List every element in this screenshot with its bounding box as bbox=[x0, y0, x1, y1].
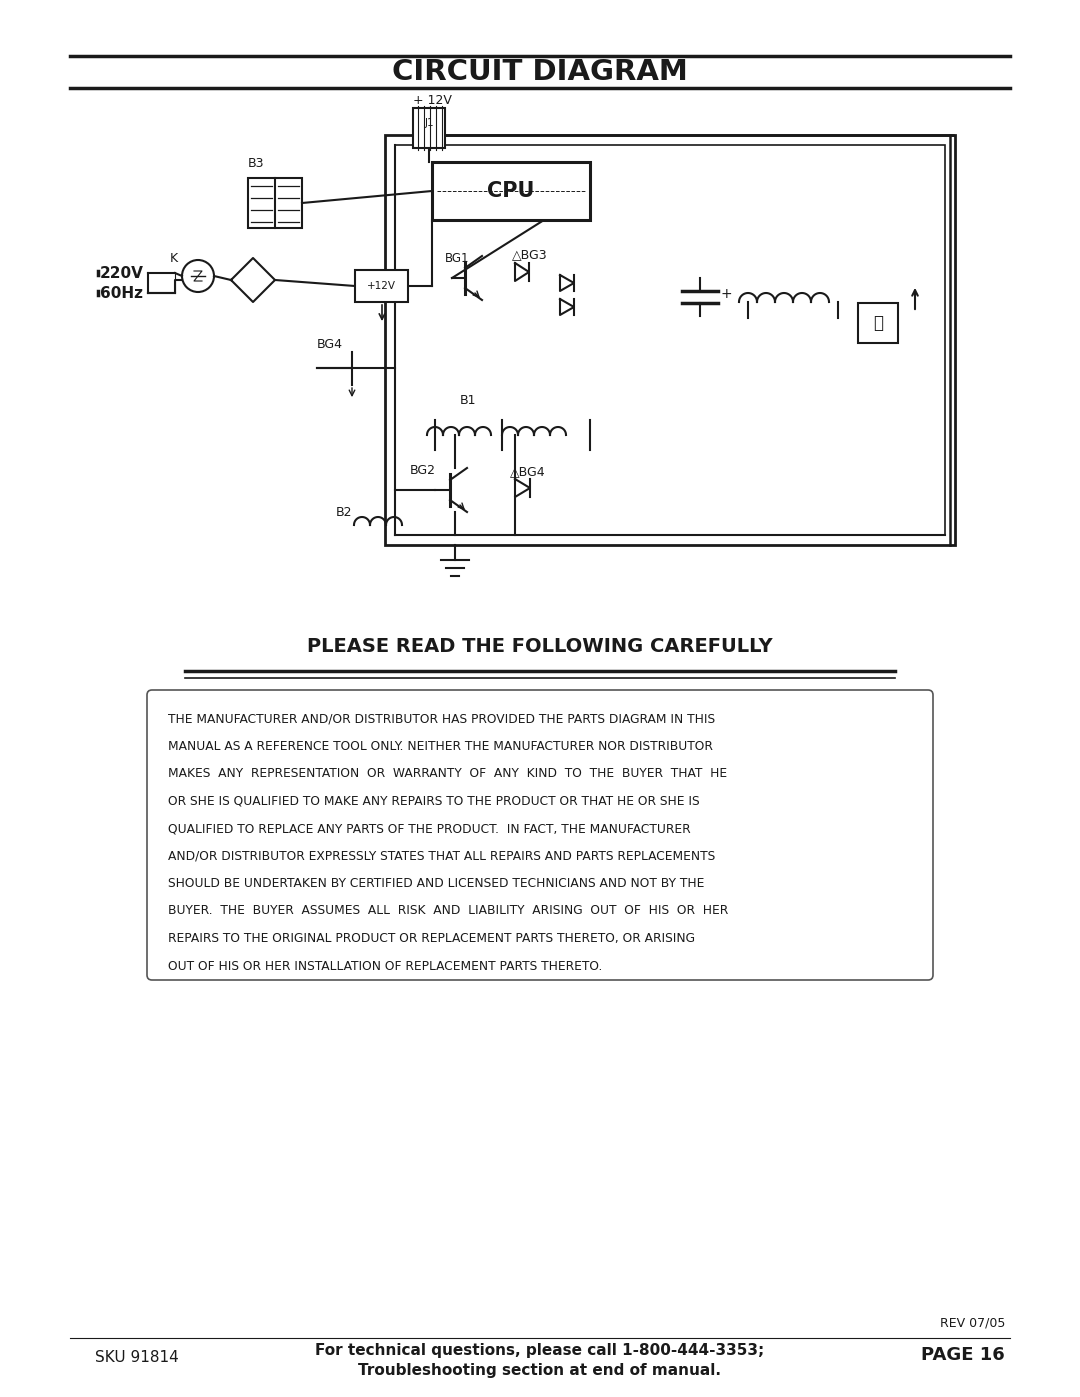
Text: B2: B2 bbox=[336, 507, 352, 520]
Bar bbox=[384, 136, 955, 545]
Text: △BG4: △BG4 bbox=[510, 465, 545, 479]
Text: BG2: BG2 bbox=[410, 464, 436, 476]
Text: MANUAL AS A REFERENCE TOOL ONLY. NEITHER THE MANUFACTURER NOR DISTRIBUTOR: MANUAL AS A REFERENCE TOOL ONLY. NEITHER… bbox=[168, 739, 713, 753]
Text: PAGE 16: PAGE 16 bbox=[921, 1345, 1005, 1363]
Text: B3: B3 bbox=[248, 156, 265, 170]
Text: +: + bbox=[720, 286, 731, 300]
Text: AND/OR DISTRIBUTOR EXPRESSLY STATES THAT ALL REPAIRS AND PARTS REPLACEMENTS: AND/OR DISTRIBUTOR EXPRESSLY STATES THAT… bbox=[168, 849, 715, 862]
Text: SKU 91814: SKU 91814 bbox=[95, 1351, 179, 1365]
Text: +12V: +12V bbox=[367, 281, 396, 291]
Text: OUT OF HIS OR HER INSTALLATION OF REPLACEMENT PARTS THERETO.: OUT OF HIS OR HER INSTALLATION OF REPLAC… bbox=[168, 960, 603, 972]
Text: △BG3: △BG3 bbox=[512, 249, 548, 261]
Text: CPU: CPU bbox=[487, 182, 535, 201]
Bar bbox=[432, 162, 590, 219]
Bar bbox=[858, 303, 897, 344]
Bar bbox=[355, 270, 408, 302]
Text: MAKES  ANY  REPRESENTATION  OR  WARRANTY  OF  ANY  KIND  TO  THE  BUYER  THAT  H: MAKES ANY REPRESENTATION OR WARRANTY OF … bbox=[168, 767, 727, 780]
Text: 220V: 220V bbox=[100, 265, 144, 281]
Text: For technical questions, please call 1-800-444-3353;: For technical questions, please call 1-8… bbox=[315, 1343, 765, 1358]
Text: CIRCUIT DIAGRAM: CIRCUIT DIAGRAM bbox=[392, 59, 688, 87]
Text: QUALIFIED TO REPLACE ANY PARTS OF THE PRODUCT.  IN FACT, THE MANUFACTURER: QUALIFIED TO REPLACE ANY PARTS OF THE PR… bbox=[168, 821, 690, 835]
Text: THE MANUFACTURER AND/OR DISTRIBUTOR HAS PROVIDED THE PARTS DIAGRAM IN THIS: THE MANUFACTURER AND/OR DISTRIBUTOR HAS … bbox=[168, 712, 715, 725]
Text: K: K bbox=[170, 251, 178, 264]
FancyBboxPatch shape bbox=[147, 690, 933, 981]
Text: J1: J1 bbox=[424, 117, 434, 129]
Text: 60Hz: 60Hz bbox=[100, 285, 143, 300]
Bar bbox=[395, 145, 945, 535]
Text: 柁: 柁 bbox=[873, 314, 883, 332]
Text: REV 07/05: REV 07/05 bbox=[940, 1317, 1005, 1330]
Text: + 12V: + 12V bbox=[413, 94, 451, 106]
Text: B1: B1 bbox=[460, 394, 476, 407]
Text: BG1: BG1 bbox=[445, 251, 470, 264]
Text: Troubleshooting section at end of manual.: Troubleshooting section at end of manual… bbox=[359, 1362, 721, 1377]
Text: OR SHE IS QUALIFIED TO MAKE ANY REPAIRS TO THE PRODUCT OR THAT HE OR SHE IS: OR SHE IS QUALIFIED TO MAKE ANY REPAIRS … bbox=[168, 795, 700, 807]
Bar bbox=[248, 177, 302, 228]
Bar bbox=[413, 108, 445, 148]
Text: BG4: BG4 bbox=[318, 338, 343, 352]
Text: PLEASE READ THE FOLLOWING CAREFULLY: PLEASE READ THE FOLLOWING CAREFULLY bbox=[307, 637, 773, 657]
Text: BUYER.  THE  BUYER  ASSUMES  ALL  RISK  AND  LIABILITY  ARISING  OUT  OF  HIS  O: BUYER. THE BUYER ASSUMES ALL RISK AND LI… bbox=[168, 904, 728, 918]
Text: REPAIRS TO THE ORIGINAL PRODUCT OR REPLACEMENT PARTS THERETO, OR ARISING: REPAIRS TO THE ORIGINAL PRODUCT OR REPLA… bbox=[168, 932, 696, 944]
Text: SHOULD BE UNDERTAKEN BY CERTIFIED AND LICENSED TECHNICIANS AND NOT BY THE: SHOULD BE UNDERTAKEN BY CERTIFIED AND LI… bbox=[168, 877, 704, 890]
